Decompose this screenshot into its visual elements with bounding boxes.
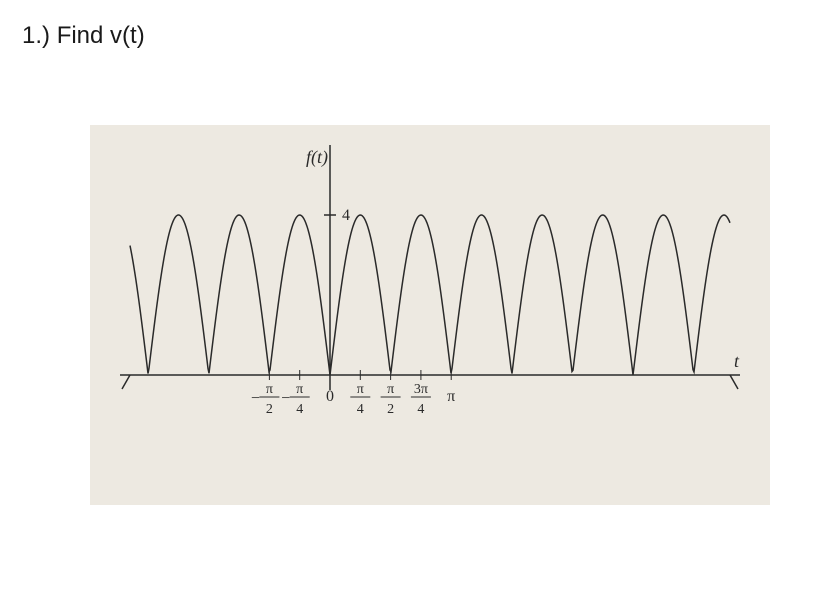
- svg-text:π: π: [296, 382, 303, 397]
- svg-text:t: t: [734, 351, 740, 371]
- svg-text:π: π: [357, 382, 364, 397]
- svg-text:0: 0: [326, 388, 334, 405]
- svg-text:4: 4: [342, 207, 350, 224]
- svg-text:π: π: [387, 382, 394, 397]
- svg-text:π: π: [447, 388, 455, 405]
- svg-text:π: π: [266, 382, 273, 397]
- question-text: 1.) Find v(t): [22, 22, 145, 50]
- svg-text:−: −: [281, 390, 290, 407]
- svg-text:4: 4: [417, 402, 424, 417]
- figure-container: 4f(t)t−π2−π40π4π23π4π: [90, 125, 770, 505]
- question-prompt: Find v(t): [57, 22, 145, 49]
- svg-text:−: −: [251, 390, 260, 407]
- figure-chart: 4f(t)t−π2−π40π4π23π4π: [90, 125, 770, 505]
- svg-text:4: 4: [296, 402, 303, 417]
- svg-text:2: 2: [387, 402, 394, 417]
- svg-text:2: 2: [266, 402, 273, 417]
- svg-text:4: 4: [357, 402, 364, 417]
- svg-text:3π: 3π: [414, 382, 428, 397]
- svg-text:f(t): f(t): [306, 147, 328, 168]
- question-number: 1.): [22, 22, 50, 49]
